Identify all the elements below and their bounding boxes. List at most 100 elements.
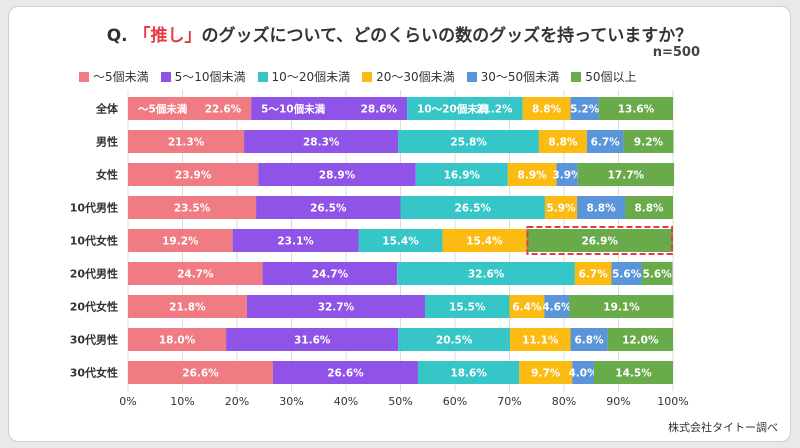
bar-segment bbox=[398, 328, 511, 351]
bar-value-label: 21.3% bbox=[168, 137, 205, 149]
bar-value-label: 21.2% bbox=[476, 104, 513, 116]
legend-swatch bbox=[571, 71, 582, 82]
bar-value-label: 3.9% bbox=[552, 170, 582, 182]
x-tick-label: 10% bbox=[170, 395, 194, 408]
category-label: 全体 bbox=[95, 102, 119, 116]
bar-value-label: 17.7% bbox=[608, 170, 645, 182]
bar-segment bbox=[417, 361, 520, 384]
title-prefix: Q. bbox=[106, 26, 134, 46]
bar-value-label: 13.6% bbox=[618, 104, 655, 116]
bar-segment bbox=[226, 328, 399, 351]
x-tick-label: 20% bbox=[225, 395, 249, 408]
bar-segment bbox=[128, 262, 263, 285]
x-tick-label: 90% bbox=[606, 395, 630, 408]
x-tick-label: 50% bbox=[388, 395, 412, 408]
bar-value-label: 22.6% bbox=[205, 104, 242, 116]
legend-item: 〜5個未満 bbox=[79, 68, 149, 85]
bar-segment bbox=[272, 361, 418, 384]
bar-value-label: 15.4% bbox=[382, 236, 419, 248]
bar-segment bbox=[593, 361, 673, 384]
category-label: 10代女性 bbox=[70, 234, 118, 248]
bar-series-label: 〜5個未満 bbox=[138, 103, 188, 116]
legend-label: 10〜20個未満 bbox=[271, 70, 351, 84]
bar-value-label: 19.2% bbox=[162, 236, 199, 248]
bar-value-label: 18.6% bbox=[450, 368, 487, 380]
legend-swatch bbox=[79, 71, 89, 82]
bar-value-label: 4.6% bbox=[542, 302, 572, 314]
bar-value-label: 6.7% bbox=[591, 137, 621, 149]
bar-segment bbox=[577, 163, 675, 186]
legend-label: 20〜30個未満 bbox=[376, 70, 455, 84]
bar-value-label: 28.6% bbox=[361, 104, 398, 116]
bar-segment bbox=[258, 163, 416, 186]
bar-segment bbox=[586, 130, 624, 153]
legend-item: 30〜50個未満 bbox=[466, 68, 560, 85]
legend-label: 5〜10個未満 bbox=[174, 70, 246, 84]
source-label: 株式会社タイトー調べ bbox=[668, 421, 778, 434]
legend-label: 50個以上 bbox=[585, 70, 637, 84]
bar-value-label: 5.2% bbox=[570, 104, 600, 116]
x-tick-label: 30% bbox=[279, 395, 303, 408]
bar-segment bbox=[244, 130, 399, 153]
legend-swatch bbox=[362, 71, 373, 82]
bar-value-label: 25.8% bbox=[450, 137, 487, 149]
chart-title: Q. 「推し」のグッズについて、どのくらいの数のグッズを持っていますか？ bbox=[9, 21, 790, 46]
bar-value-label: 28.3% bbox=[303, 137, 340, 149]
bar-value-label: 19.1% bbox=[603, 302, 640, 314]
bar-segment bbox=[519, 361, 573, 384]
bar-value-label: 28.9% bbox=[319, 170, 356, 182]
category-label: 20代女性 bbox=[70, 300, 118, 314]
bar-segment bbox=[625, 196, 673, 219]
bar-value-label: 20.5% bbox=[436, 335, 473, 347]
legend-swatch bbox=[466, 71, 477, 82]
bar-value-label: 5.6% bbox=[612, 269, 642, 281]
bar-segment bbox=[570, 328, 608, 351]
bar-series-label: 5〜10個未満 bbox=[261, 103, 325, 116]
title-rest: のグッズについて、どのくらいの数のグッズを持っていますか？ bbox=[201, 26, 693, 46]
bar-segment bbox=[128, 229, 233, 252]
bar-value-label: 26.5% bbox=[310, 203, 347, 215]
legend-item: 20〜30個未満 bbox=[362, 68, 455, 85]
legend-label: 30〜50個未満 bbox=[480, 70, 560, 84]
bar-value-label: 26.5% bbox=[454, 203, 491, 215]
bar-value-label: 15.4% bbox=[466, 236, 503, 248]
bar-segment bbox=[572, 361, 594, 384]
bar-value-label: 6.7% bbox=[579, 269, 609, 281]
bar-value-label: 4.0% bbox=[569, 368, 599, 380]
bar-segment bbox=[128, 361, 273, 384]
x-tick-label: 40% bbox=[334, 395, 358, 408]
x-tick-label: 60% bbox=[443, 395, 467, 408]
bar-value-label: 8.8% bbox=[634, 203, 664, 215]
bar-value-label: 23.5% bbox=[174, 203, 211, 215]
category-label: 20代男性 bbox=[70, 267, 118, 281]
bar-segment bbox=[400, 196, 545, 219]
legend-item: 5〜10個未満 bbox=[160, 68, 246, 85]
bar-value-label: 12.0% bbox=[622, 335, 659, 347]
x-tick-label: 0% bbox=[119, 395, 136, 408]
bar-segment bbox=[128, 130, 245, 153]
bar-segment bbox=[574, 262, 612, 285]
category-label: 30代男性 bbox=[70, 333, 118, 347]
category-label: 10代男性 bbox=[70, 201, 118, 215]
bar-series-label: 10〜20個未満 bbox=[417, 103, 489, 116]
bar-value-label: 8.8% bbox=[586, 203, 616, 215]
bar-value-label: 16.9% bbox=[444, 170, 481, 182]
bar-segment bbox=[407, 97, 523, 120]
bar-value-label: 23.1% bbox=[277, 236, 314, 248]
bar-segment bbox=[398, 130, 539, 153]
bar-segment bbox=[607, 328, 673, 351]
bar-segment bbox=[538, 130, 587, 153]
bar-value-label: 26.6% bbox=[327, 368, 364, 380]
legend-label: 〜5個未満 bbox=[93, 70, 149, 84]
bar-segment bbox=[569, 295, 674, 318]
bar-segment bbox=[246, 295, 426, 318]
bar-value-label: 11.1% bbox=[522, 335, 559, 347]
bar-value-label: 24.7% bbox=[312, 269, 349, 281]
category-label: 女性 bbox=[96, 168, 118, 182]
x-tick-label: 70% bbox=[497, 395, 521, 408]
bar-value-label: 31.6% bbox=[294, 335, 331, 347]
bar-value-label: 8.8% bbox=[532, 104, 562, 116]
bar-segment bbox=[641, 262, 673, 285]
bar-value-label: 6.4% bbox=[512, 302, 542, 314]
